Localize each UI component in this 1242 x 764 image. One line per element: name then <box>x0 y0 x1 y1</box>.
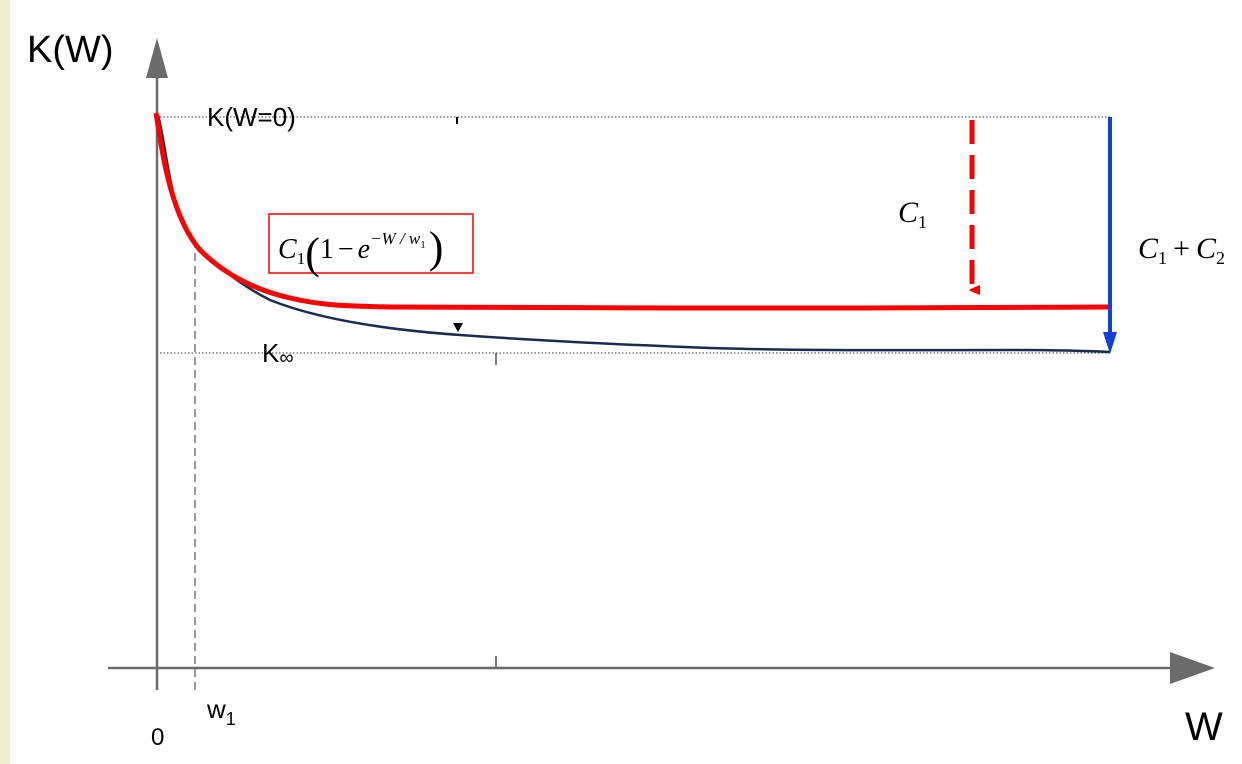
y-axis-arrowhead <box>146 38 168 78</box>
w1-letter: w <box>206 694 226 724</box>
formula-close-paren: ) <box>429 223 444 272</box>
c1-c2-arrowhead <box>1103 332 1117 354</box>
infinity-symbol: ∞ <box>279 347 293 369</box>
c1-exponential-curve <box>153 112 1111 311</box>
c1-c2-label: C1 + C2 <box>1138 232 1225 268</box>
c1c2-c1-letter: C <box>1138 232 1159 265</box>
diagram-svg: K(W) W 0 K(W=0) K∞ w1 C1(1− e−W / w1) C1 … <box>27 29 1225 751</box>
formula-minus: − <box>338 234 354 265</box>
formula-text: C1(1− e−W / w1) <box>278 223 443 278</box>
diagram-canvas: K(W) W 0 K(W=0) K∞ w1 C1(1− e−W / w1) C1 … <box>10 0 1242 764</box>
formula-exponent: −W / w <box>370 229 421 248</box>
x-axis-arrowhead <box>1170 652 1215 684</box>
c1-letter: C <box>898 196 919 229</box>
origin-label: 0 <box>151 724 164 751</box>
formula-c: C <box>278 234 297 265</box>
c1c2-c1-subscript: 1 <box>1158 248 1167 268</box>
c1c2-plus: + <box>1173 232 1190 265</box>
small-triangle-marker <box>453 323 463 332</box>
c1-subscript: 1 <box>918 212 927 232</box>
formula-box <box>268 213 474 274</box>
kinf-label: K∞ <box>262 338 294 369</box>
c1-arrow-label: C1 <box>898 196 927 232</box>
formula-c-subscript: 1 <box>297 249 306 268</box>
formula-exponent-subscript: 1 <box>420 239 426 251</box>
formula-one: 1 <box>320 234 334 265</box>
w1-subscript: 1 <box>226 709 236 729</box>
formula-open-paren: ( <box>305 229 320 278</box>
formula-e: e <box>358 234 370 265</box>
k0-label: K(W=0) <box>207 102 296 132</box>
x-axis-label: W <box>1185 705 1223 749</box>
kinf-letter: K <box>262 338 280 368</box>
y-axis-label: K(W) <box>27 29 114 71</box>
c1c2-c2-subscript: 2 <box>1216 248 1225 268</box>
w1-label: w1 <box>206 694 236 729</box>
c1c2-c2-letter: C <box>1196 232 1217 265</box>
